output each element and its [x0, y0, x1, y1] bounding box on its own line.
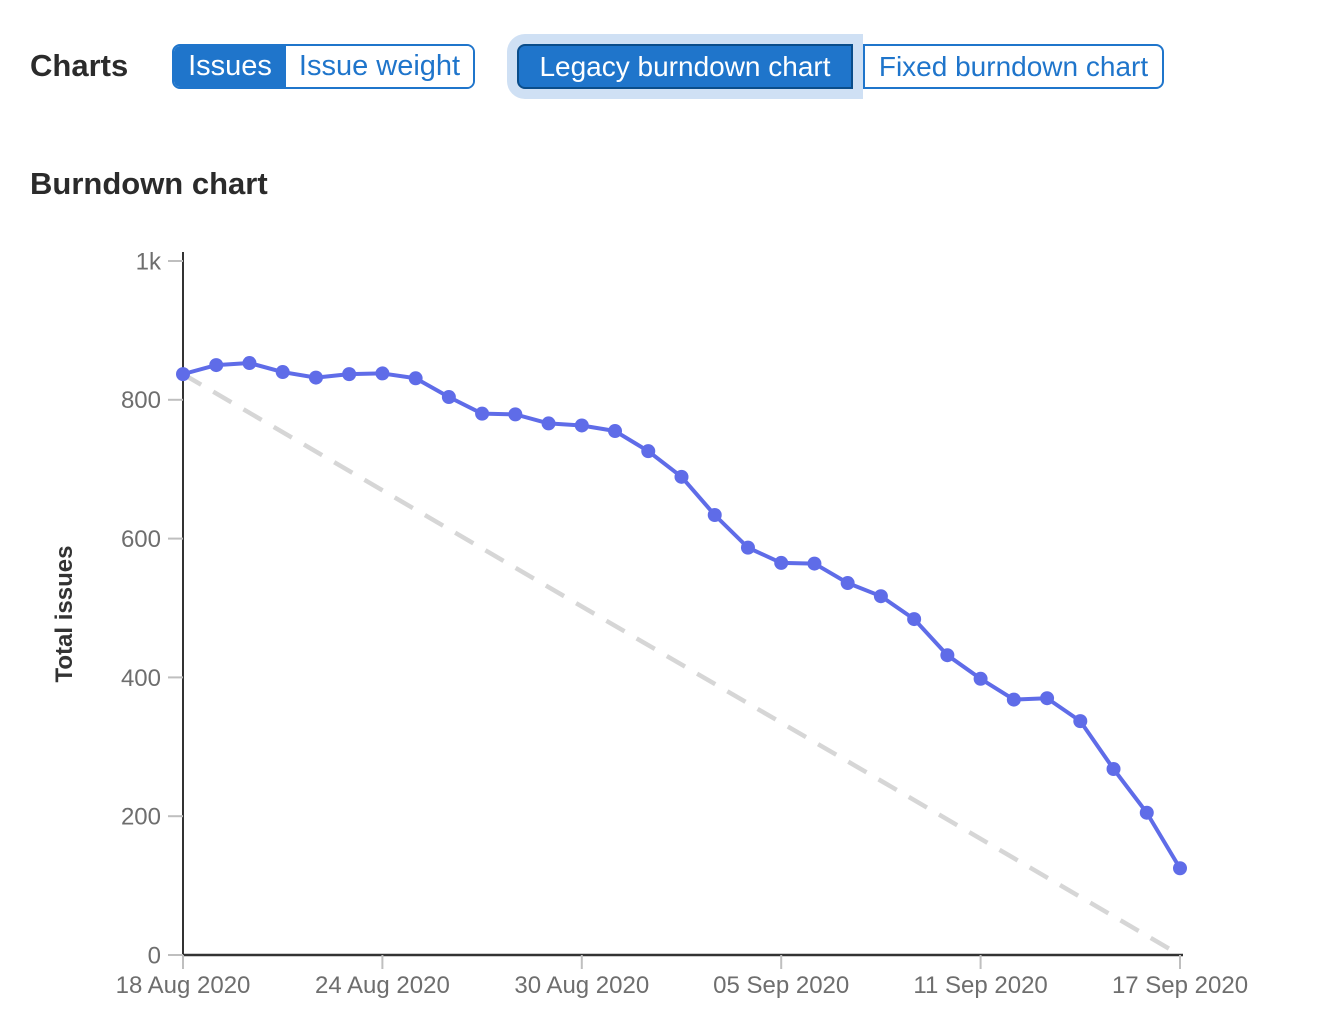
y-tick-label: 1k — [136, 248, 162, 275]
issues-toggle-button[interactable]: Issues — [174, 46, 286, 87]
data-point[interactable] — [475, 406, 490, 421]
data-point[interactable] — [1040, 691, 1055, 706]
data-point[interactable] — [1073, 714, 1088, 729]
data-point[interactable] — [740, 540, 755, 555]
data-point[interactable] — [641, 444, 656, 459]
data-point[interactable] — [242, 356, 257, 371]
data-point[interactable] — [209, 358, 224, 373]
data-point[interactable] — [873, 589, 888, 604]
data-point[interactable] — [973, 671, 988, 686]
data-point[interactable] — [907, 612, 922, 627]
y-tick-label: 800 — [121, 387, 161, 414]
data-point[interactable] — [674, 469, 689, 484]
data-point[interactable] — [840, 576, 855, 591]
metric-toggle-group: Issues Issue weight — [172, 44, 475, 89]
data-point[interactable] — [275, 365, 290, 380]
x-tick-label: 05 Sep 2020 — [713, 972, 849, 999]
y-tick-label: 200 — [121, 804, 161, 831]
charts-label: Charts — [30, 48, 129, 83]
data-point[interactable] — [574, 418, 589, 433]
data-point[interactable] — [408, 371, 423, 386]
x-tick-label: 18 Aug 2020 — [116, 972, 251, 999]
data-point[interactable] — [1173, 861, 1187, 876]
y-tick-label: 600 — [121, 526, 161, 553]
x-tick-label: 24 Aug 2020 — [315, 972, 450, 999]
data-point[interactable] — [541, 416, 556, 431]
data-point[interactable] — [375, 366, 390, 381]
page-title: Burndown chart — [30, 166, 268, 201]
data-point[interactable] — [608, 424, 623, 439]
data-point[interactable] — [441, 390, 456, 405]
data-point[interactable] — [774, 555, 789, 570]
x-tick-label: 30 Aug 2020 — [514, 972, 649, 999]
data-point[interactable] — [1139, 805, 1154, 820]
data-point[interactable] — [1106, 762, 1121, 777]
x-tick-label: 17 Sep 2020 — [1112, 972, 1248, 999]
data-point[interactable] — [807, 556, 822, 571]
data-point[interactable] — [308, 370, 323, 385]
data-point[interactable] — [508, 407, 523, 422]
data-point[interactable] — [342, 367, 357, 382]
issue-weight-toggle-button[interactable]: Issue weight — [286, 46, 473, 87]
y-tick-label: 0 — [148, 942, 161, 969]
y-tick-label: 400 — [121, 665, 161, 692]
legacy-burndown-chart-button[interactable]: Legacy burndown chart — [517, 44, 853, 89]
guideline-dashed-line — [181, 372, 1182, 957]
data-point[interactable] — [176, 367, 190, 382]
fixed-burndown-chart-button[interactable]: Fixed burndown chart — [863, 44, 1164, 89]
data-point[interactable] — [940, 648, 955, 663]
y-axis-title: Total issues — [51, 546, 78, 683]
series-line[interactable] — [181, 361, 1182, 871]
data-point[interactable] — [1006, 692, 1021, 707]
data-point[interactable] — [707, 508, 722, 523]
x-tick-label: 11 Sep 2020 — [913, 972, 1047, 999]
